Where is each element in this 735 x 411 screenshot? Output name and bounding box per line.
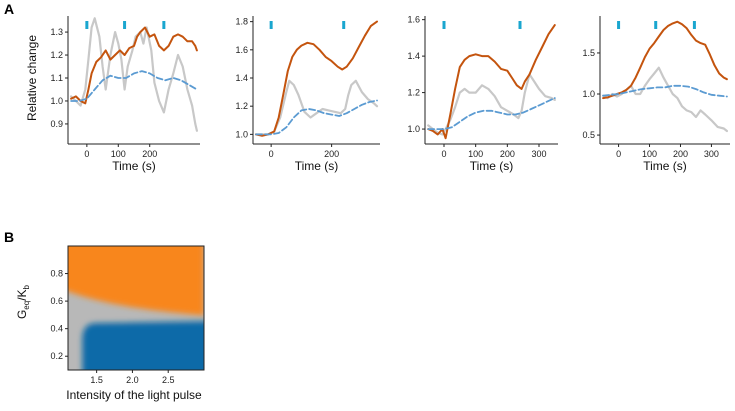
x-tick-label: 0 (616, 149, 621, 159)
series-model-line (602, 84, 728, 98)
heatmap-frame (67, 245, 205, 371)
panel-a-letter: A (4, 1, 14, 17)
y-tick-label: 1.3 (50, 27, 63, 37)
y-tick-label: 1.8 (235, 17, 248, 27)
y-tick-label: 1.2 (50, 50, 63, 60)
y-tick-label: 0.6 (50, 296, 63, 306)
y-tick-label: 1.0 (235, 129, 248, 139)
series-model-line (70, 70, 198, 102)
series-model-line (255, 99, 378, 136)
x-tick-label: 100 (468, 149, 483, 159)
series-measured-line (255, 20, 378, 137)
y-axis-label: Geq/Kb (15, 284, 31, 319)
x-tick-label: 0 (269, 149, 274, 159)
series-measured-line (427, 24, 556, 140)
x-tick-label: 100 (111, 149, 126, 159)
y-tick-label: 0.4 (50, 324, 63, 334)
panel-a3-chart: 1.0 1.2 1.4 1.6 0 100 200 300 Time (s) (407, 15, 558, 173)
x-tick-label: 300 (704, 149, 719, 159)
panel-a4-chart: 0.5 1.0 1.5 0 100 200 300 Time (s) (582, 16, 730, 173)
y-tick-label: 1.2 (407, 88, 420, 98)
heatmap-area (68, 246, 204, 370)
y-tick-label: 0.9 (50, 119, 63, 129)
x-axis-label: Time (s) (643, 159, 687, 173)
x-tick-label: 0 (84, 149, 89, 159)
series-model-line (427, 97, 556, 130)
x-axis-label: Intensity of the light pulse (66, 388, 202, 402)
y-tick-label: 1.0 (407, 124, 420, 134)
y-tick-label: 0.2 (50, 351, 63, 361)
y-tick-label: 1.1 (50, 73, 63, 83)
y-tick-label: 1.6 (407, 15, 420, 25)
y-axis-label: Relative change (25, 35, 39, 121)
x-tick-label: 200 (673, 149, 688, 159)
y-tick-label: 1.0 (582, 89, 595, 99)
series-measured-line (602, 20, 728, 100)
y-axis-label-part: b (22, 284, 31, 289)
y-tick-label: 1.5 (582, 48, 595, 58)
y-tick-label: 1.0 (50, 96, 63, 106)
series-gray-line (70, 17, 198, 132)
y-tick-label: 1.2 (235, 101, 248, 111)
x-tick-label: 200 (142, 149, 157, 159)
series-measured-line (70, 26, 198, 105)
y-tick-label: 0.8 (50, 269, 63, 279)
x-tick-label: 300 (531, 149, 546, 159)
y-tick-label: 1.6 (235, 45, 248, 55)
series-gray-line (602, 66, 728, 133)
y-axis-label-part: /K (15, 289, 29, 300)
panel-b-heatmap: 0.2 0.4 0.6 0.8 1.5 2.0 2.5 Intensity of the li… (15, 245, 205, 402)
x-tick-label: 1.5 (90, 375, 103, 385)
panel-b-letter: B (4, 229, 14, 245)
x-tick-label: 200 (500, 149, 515, 159)
heatmap-region-high (68, 246, 204, 316)
x-axis-label: Time (s) (112, 159, 156, 173)
y-axis-label-part: eq (22, 301, 31, 310)
y-tick-label: 1.4 (235, 73, 248, 83)
heatmap-region-low (82, 321, 204, 370)
series-gray-line (254, 79, 379, 136)
x-axis-label: Time (s) (295, 159, 339, 173)
x-axis-label: Time (s) (470, 159, 514, 173)
series-gray-line (427, 73, 556, 136)
x-tick-label: 100 (642, 149, 657, 159)
y-axis-label-part: G (15, 310, 29, 319)
x-tick-label: 2.5 (162, 375, 175, 385)
x-tick-label: 2.0 (126, 375, 139, 385)
x-tick-label: 0 (441, 149, 446, 159)
y-tick-label: 0.5 (582, 130, 595, 140)
y-tick-label: 1.4 (407, 51, 420, 61)
x-tick-label: 200 (324, 149, 339, 159)
